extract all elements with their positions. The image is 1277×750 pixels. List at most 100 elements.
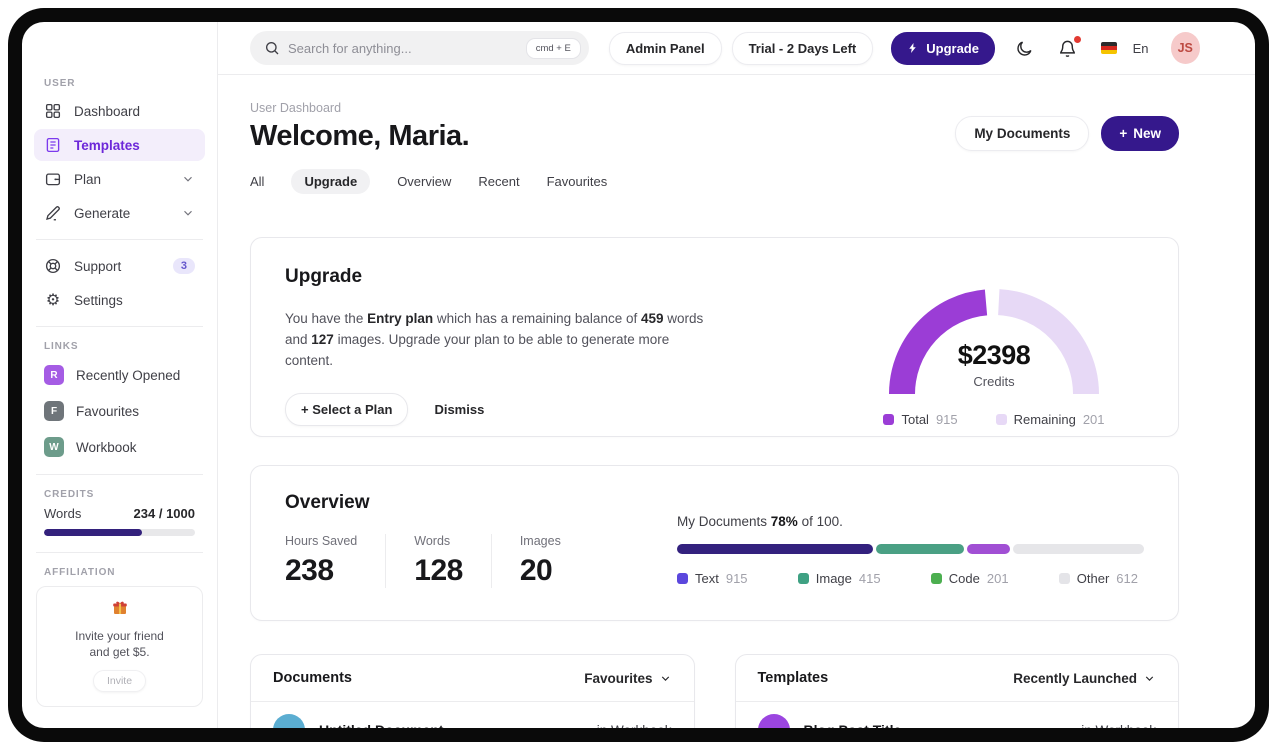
sidebar-item-dashboard[interactable]: Dashboard <box>34 95 205 127</box>
chevron-down-icon <box>181 206 195 220</box>
sidebar-link-label: Favourites <box>76 403 140 419</box>
dashboard-grid-icon <box>44 102 62 120</box>
sidebar-link-workbook[interactable]: W Workbook <box>34 430 205 464</box>
template-list-item[interactable]: Blog Post Title in Workbook <box>736 702 1179 728</box>
sidebar-item-settings[interactable]: ⚙ Settings <box>34 284 205 316</box>
topbar: cmd + E Admin Panel Trial - 2 Days Left … <box>218 22 1255 75</box>
document-avatar <box>273 714 305 728</box>
bar-segment-code <box>967 544 1011 554</box>
german-flag-icon[interactable] <box>1100 42 1117 54</box>
credits-value: 234 / 1000 <box>133 506 195 521</box>
notifications-button[interactable] <box>1054 35 1081 62</box>
gauge-arc-total <box>889 289 988 395</box>
section-label-affiliation: AFFILIATION <box>44 567 116 578</box>
bell-icon <box>1058 39 1077 58</box>
legend-item-total: Total 915 <box>883 412 958 427</box>
affiliation-text: Invite your friend and get $5. <box>75 629 164 660</box>
main-content: User Dashboard Welcome, Maria. My Docume… <box>218 75 1255 728</box>
user-avatar[interactable]: JS <box>1170 32 1200 64</box>
document-location: in Workbook <box>597 723 672 729</box>
sidebar: USER Dashboard Templates <box>22 22 218 728</box>
sidebar-link-label: Recently Opened <box>76 367 181 383</box>
legend-swatch <box>797 573 809 584</box>
sidebar-item-label: Templates <box>74 137 140 153</box>
link-chip-w: W <box>44 437 64 457</box>
wallet-icon <box>44 170 62 188</box>
documents-stacked-bar <box>677 544 1144 554</box>
documents-card-title: Documents <box>273 670 352 686</box>
notification-dot <box>1073 35 1081 43</box>
my-documents-button[interactable]: My Documents <box>955 116 1090 151</box>
overview-card: Overview Hours Saved 238 Words 128 <box>250 465 1179 621</box>
invite-button[interactable]: Invite <box>92 670 147 693</box>
sidebar-divider <box>36 552 203 553</box>
search-bar[interactable]: cmd + E <box>250 31 589 65</box>
link-chip-f: F <box>44 401 64 421</box>
legend-swatch <box>1058 573 1070 584</box>
affiliation-card: Invite your friend and get $5. Invite <box>36 586 203 708</box>
documents-card: Documents Favourites Untit <box>250 654 695 728</box>
tab-favourites[interactable]: Favourites <box>546 174 608 189</box>
sidebar-item-generate[interactable]: Generate <box>34 197 205 229</box>
page-title: Welcome, Maria. <box>250 120 470 152</box>
sidebar-item-templates[interactable]: Templates <box>34 129 205 161</box>
document-name: Untitled Document <box>319 722 583 728</box>
tab-overview[interactable]: Overview <box>397 174 452 189</box>
bar-segment-other <box>1013 544 1144 554</box>
chevron-down-icon <box>659 672 672 685</box>
lightning-bolt-icon <box>907 42 919 54</box>
chevron-down-icon <box>1143 672 1156 685</box>
sidebar-link-favourites[interactable]: F Favourites <box>34 394 205 428</box>
credits-label: Words <box>44 506 82 521</box>
legend-item-text: Text 915 <box>677 571 748 586</box>
credits-words-row: Words 234 / 1000 <box>44 506 195 521</box>
upgrade-button[interactable]: Upgrade <box>891 31 995 65</box>
tab-recent[interactable]: Recent <box>478 174 520 189</box>
window-frame: USER Dashboard Templates <box>8 8 1269 742</box>
sidebar-divider <box>36 474 203 475</box>
trial-status-button[interactable]: Trial - 2 Days Left <box>731 31 874 65</box>
upgrade-card-body: You have the Entry plan which has a rema… <box>285 311 704 368</box>
select-plan-button[interactable]: + Select a Plan <box>285 392 409 426</box>
templates-card: Templates Recently Launched <box>734 654 1179 728</box>
documents-filter-dropdown[interactable]: Favourites <box>584 671 671 686</box>
upgrade-card: Upgrade You have the Entry plan which ha… <box>250 237 1179 437</box>
bar-segment-text <box>677 544 873 554</box>
gauge-value: $2398 <box>957 340 1031 370</box>
stat-hours-saved: Hours Saved 238 <box>285 534 358 587</box>
legend-swatch <box>883 414 895 425</box>
search-icon <box>264 40 280 56</box>
templates-card-title: Templates <box>757 670 829 686</box>
new-button[interactable]: + New <box>1101 116 1179 151</box>
legend-swatch <box>930 573 942 584</box>
breadcrumb: User Dashboard <box>250 101 342 115</box>
document-list-item[interactable]: Untitled Document in Workbook <box>251 702 694 728</box>
lifebuoy-icon <box>44 257 62 275</box>
dark-mode-toggle[interactable] <box>1011 35 1038 62</box>
tab-upgrade[interactable]: Upgrade <box>291 169 371 194</box>
dismiss-button[interactable]: Dismiss <box>434 401 485 417</box>
sidebar-item-label: Support <box>74 258 122 274</box>
gauge-caption: Credits <box>973 374 1015 389</box>
sidebar-item-label: Generate <box>74 205 131 221</box>
gauge-center-label: $2398 Credits <box>874 340 1114 389</box>
language-label[interactable]: En <box>1132 40 1149 56</box>
legend-swatch <box>995 414 1007 425</box>
app-window: USER Dashboard Templates <box>22 22 1255 728</box>
admin-panel-button[interactable]: Admin Panel <box>608 31 722 65</box>
credits-progress-fill <box>44 529 143 536</box>
sidebar-item-plan[interactable]: Plan <box>34 163 205 195</box>
sidebar-item-label: Dashboard <box>74 103 141 119</box>
tab-all[interactable]: All <box>250 174 265 189</box>
sidebar-link-recently-opened[interactable]: R Recently Opened <box>34 358 205 392</box>
section-label-links: LINKS <box>44 341 79 352</box>
stat-images: Images 20 <box>490 534 589 588</box>
templates-filter-dropdown[interactable]: Recently Launched <box>1013 671 1156 686</box>
sidebar-item-support[interactable]: Support 3 <box>34 250 205 282</box>
section-label-user: USER <box>44 78 76 89</box>
template-avatar <box>757 714 790 728</box>
credits-gauge: $2398 Credits Total 915 <box>844 274 1144 436</box>
credits-progress-bar <box>44 529 195 536</box>
search-input[interactable] <box>288 40 518 56</box>
